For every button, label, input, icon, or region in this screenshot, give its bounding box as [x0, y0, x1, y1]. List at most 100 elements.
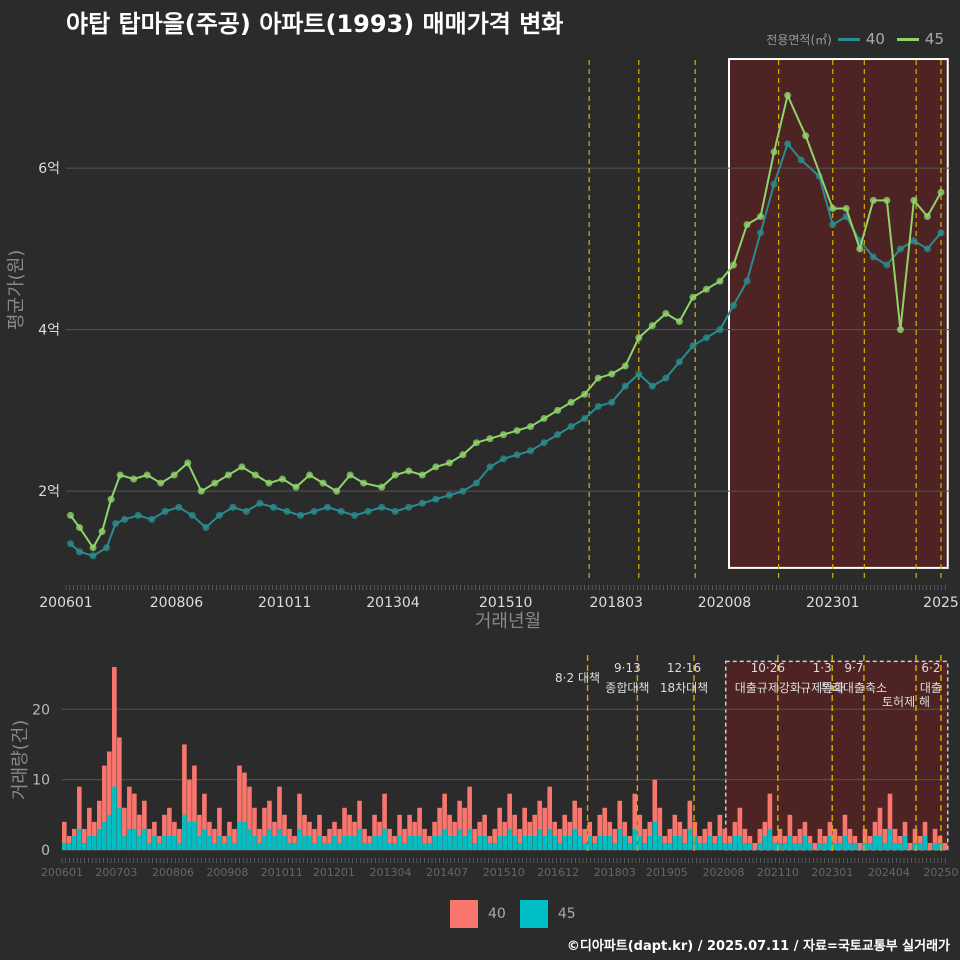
- volume-x-tick-5: 201201: [313, 866, 355, 879]
- bar-40: [77, 786, 82, 850]
- bar-45: [837, 842, 843, 850]
- bar-40: [302, 814, 307, 850]
- bar-45: [627, 842, 633, 850]
- series-point-40: [540, 439, 548, 447]
- bar-45: [327, 842, 332, 850]
- bar-40: [162, 814, 167, 850]
- series-point-45: [472, 439, 480, 447]
- bar-40: [942, 842, 948, 850]
- volume-y-tick-0: 0: [41, 843, 50, 859]
- series-point-40: [472, 479, 480, 487]
- bar-45: [147, 842, 152, 850]
- series-point-40: [242, 507, 250, 515]
- bar-40: [932, 828, 938, 850]
- series-point-45: [702, 285, 710, 293]
- volume-legend: 40 45: [450, 900, 590, 928]
- bar-40: [892, 828, 898, 850]
- policy-annotation-5-b: 특례대출축소: [821, 681, 887, 695]
- bar-40: [652, 779, 658, 850]
- price-x-tick-0: 200601: [39, 595, 92, 611]
- price-legend: 전용면적(㎡) 40 45: [766, 30, 950, 48]
- bar-40: [437, 807, 442, 850]
- bar-40: [237, 765, 242, 850]
- bar-40: [537, 800, 542, 850]
- bar-45: [432, 835, 437, 850]
- bar-40: [602, 807, 608, 850]
- series-point-40: [910, 237, 918, 245]
- bar-45: [177, 842, 182, 850]
- series-point-40: [702, 334, 710, 342]
- bar-40: [742, 828, 748, 850]
- bar-45: [922, 835, 928, 850]
- volume-y-tick-1: 10: [32, 773, 50, 789]
- volume-x-tick-15: 202404: [868, 866, 910, 879]
- bar-40: [407, 814, 412, 850]
- volume-x-tick-1: 200703: [95, 866, 137, 879]
- bar-45: [137, 835, 142, 850]
- bar-45: [392, 842, 397, 850]
- series-point-40: [829, 221, 837, 229]
- series-point-45: [378, 483, 386, 491]
- bar-40: [637, 814, 643, 850]
- series-point-40: [148, 515, 156, 523]
- series-point-45: [89, 544, 97, 552]
- bar-45: [637, 835, 643, 850]
- series-point-45: [143, 471, 151, 479]
- series-point-45: [170, 471, 178, 479]
- series-point-45: [432, 463, 440, 471]
- bar-45: [82, 842, 87, 850]
- bar-45: [62, 842, 67, 850]
- price-highlight-box: [728, 58, 949, 569]
- bar-40: [882, 828, 888, 850]
- series-point-45: [265, 479, 273, 487]
- bar-45: [342, 835, 347, 850]
- volume-x-tick-2: 200806: [152, 866, 194, 879]
- bar-45: [282, 835, 287, 850]
- series-point-45: [910, 196, 918, 204]
- bar-40: [667, 828, 673, 850]
- bar-40: [462, 807, 467, 850]
- volume-x-tick-8: 201510: [483, 866, 525, 879]
- policy-annotation-7-b: 대출: [920, 681, 942, 695]
- legend-box-40: [450, 900, 478, 928]
- series-point-45: [459, 451, 467, 459]
- series-point-40: [67, 540, 75, 548]
- bar-40: [752, 842, 758, 850]
- bar-40: [97, 800, 102, 850]
- bar-45: [822, 842, 828, 850]
- volume-highlight-box: [724, 660, 949, 851]
- series-point-45: [869, 196, 877, 204]
- bar-45: [417, 835, 422, 850]
- bar-45: [97, 828, 102, 850]
- bar-45: [917, 842, 923, 850]
- bar-45: [852, 842, 858, 850]
- volume-x-tick-4: 201011: [261, 866, 303, 879]
- bar-45: [607, 835, 613, 850]
- bar-45: [772, 842, 778, 850]
- bar-45: [187, 821, 192, 850]
- bar-45: [672, 835, 678, 850]
- bar-40: [687, 800, 693, 850]
- policy-annotation-3-b: 대출규제강화: [735, 681, 801, 695]
- bar-45: [387, 842, 392, 850]
- series-point-45: [319, 479, 327, 487]
- series-point-45: [567, 398, 575, 406]
- volume-x-tick-10: 201803: [594, 866, 636, 879]
- bar-40: [397, 814, 402, 850]
- bar-40: [112, 667, 117, 850]
- series-point-45: [937, 188, 945, 196]
- bar-40: [617, 800, 623, 850]
- bar-40: [512, 814, 517, 850]
- bar-45: [467, 828, 472, 850]
- bar-40: [182, 744, 187, 850]
- bar-45: [617, 828, 623, 850]
- bar-45: [662, 842, 668, 850]
- bar-40: [202, 793, 207, 850]
- series-point-40: [730, 301, 738, 309]
- legend-box-label-45: 45: [557, 906, 576, 922]
- bar-45: [682, 842, 688, 850]
- bar-45: [727, 842, 733, 850]
- series-point-40: [188, 511, 196, 519]
- chart-title: 야탑 탑마을(주공) 아파트(1993) 매매가격 변화: [66, 10, 564, 38]
